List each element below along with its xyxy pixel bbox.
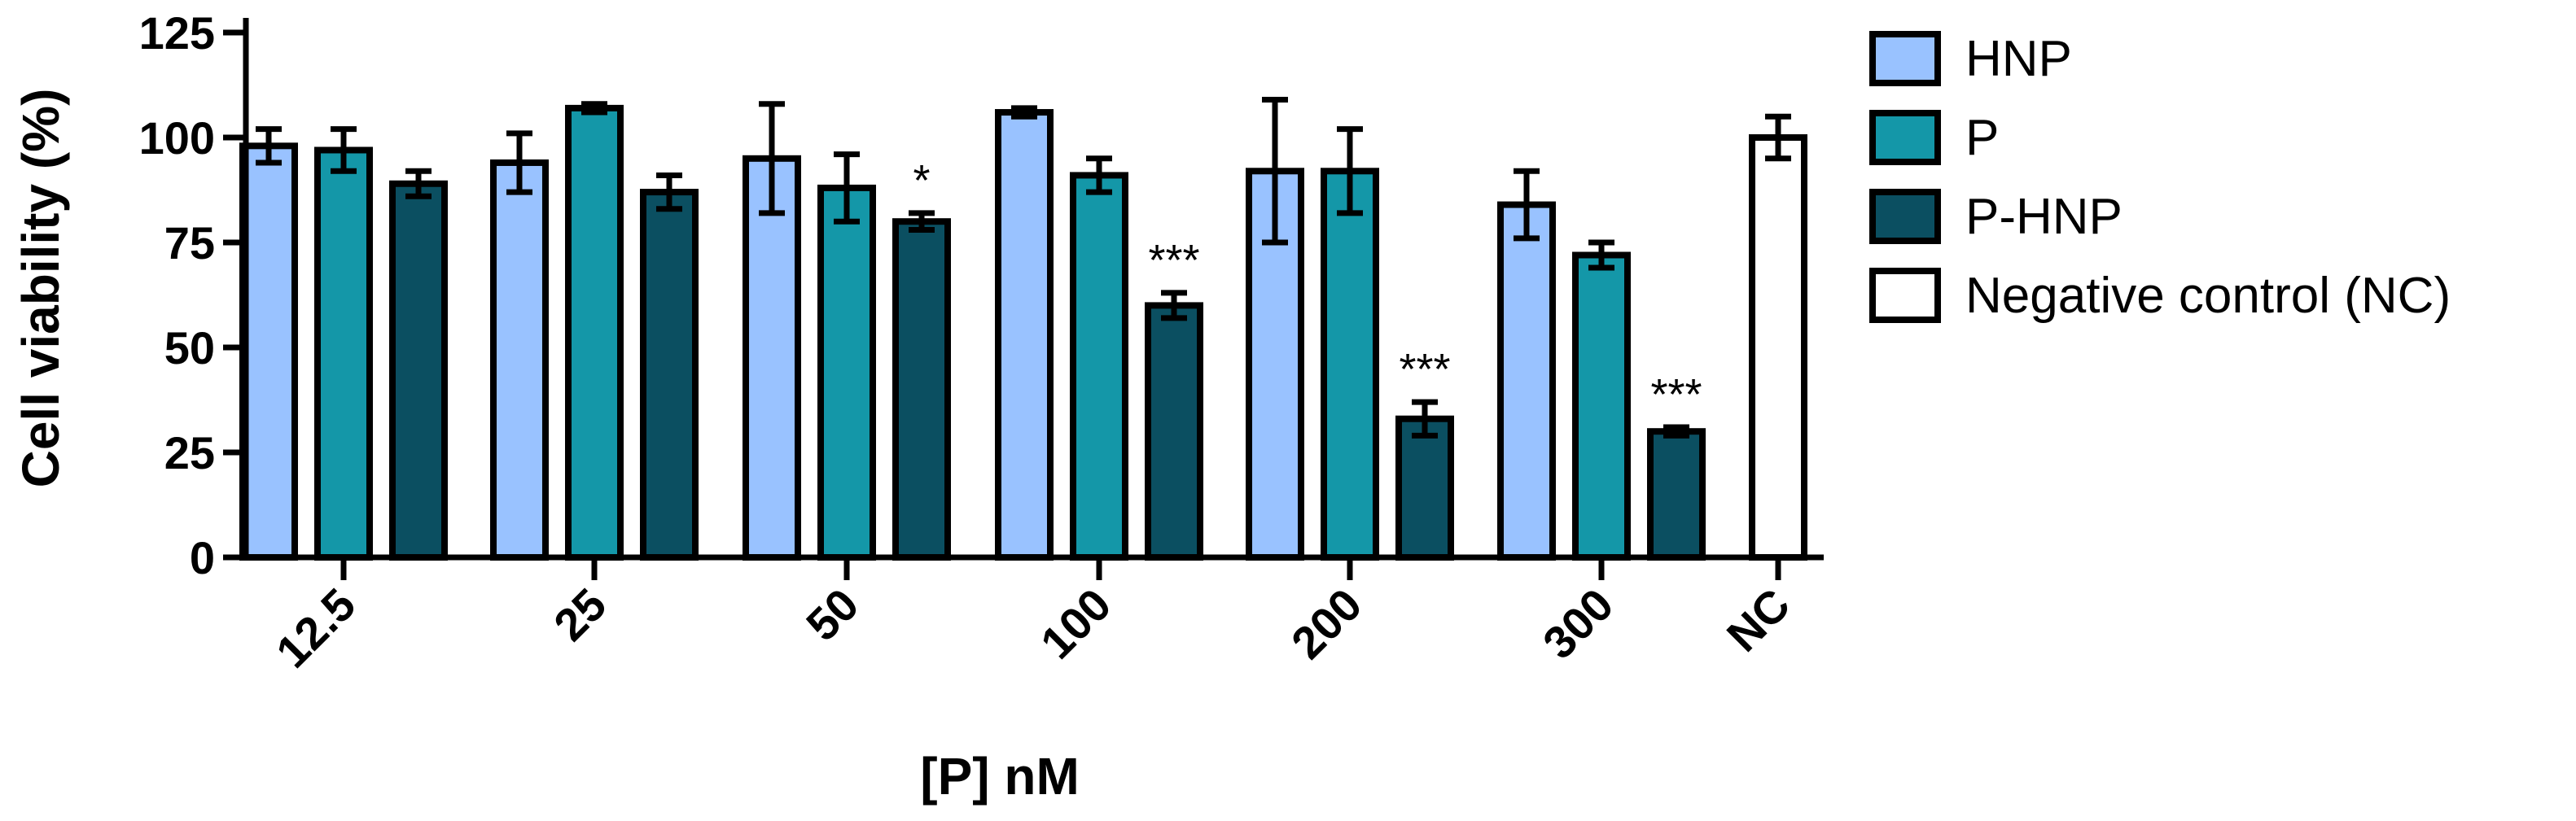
y-tick-label: 0 (190, 532, 215, 583)
significance-label: *** (1650, 370, 1702, 419)
significance-label: *** (1399, 345, 1450, 394)
bar (995, 109, 1054, 561)
legend-swatch (1869, 268, 1941, 323)
bar (817, 184, 876, 561)
bar (389, 180, 448, 561)
y-tick-label: 25 (164, 427, 215, 478)
significance-label: * (913, 156, 930, 205)
x-tick-label: 25 (544, 579, 616, 651)
x-tick-label: NC (1717, 579, 1800, 662)
bar (239, 142, 298, 561)
legend-swatch (1869, 31, 1941, 86)
x-tick-label: 12.5 (266, 579, 366, 678)
legend-swatch (1869, 110, 1941, 165)
legend: HNP P P-HNP Negative control (NC) (1869, 31, 2451, 324)
legend-swatch (1869, 189, 1941, 244)
bar (1395, 415, 1454, 561)
bars-layer: ********** (239, 97, 1807, 561)
y-tick-label: 50 (164, 322, 215, 373)
x-axis-title: [P] nM (920, 747, 1080, 806)
y-tick-label: 75 (164, 217, 215, 269)
bar (1321, 168, 1379, 561)
bar (1749, 134, 1807, 561)
axes-layer (243, 18, 1824, 561)
legend-label: HNP (1965, 31, 2072, 87)
bar (640, 189, 699, 561)
bar (1647, 428, 1706, 561)
significance-label: *** (1148, 236, 1199, 285)
bar (892, 218, 951, 561)
bar (314, 146, 373, 561)
legend-label: Negative control (NC) (1965, 268, 2451, 324)
bar (1145, 302, 1203, 561)
x-tick-label: 50 (796, 579, 869, 651)
bar (1572, 251, 1631, 561)
bar (1497, 201, 1556, 561)
x-tick-label: 200 (1281, 579, 1372, 669)
x-tick-label: 100 (1031, 579, 1121, 669)
legend-label: P-HNP (1965, 189, 2123, 245)
legend-label: P (1965, 110, 1999, 166)
bar (490, 159, 549, 561)
bar (743, 155, 801, 561)
bar (565, 104, 624, 561)
y-tick-label: 100 (139, 112, 215, 164)
y-axis-title: Cell viability (%) (11, 89, 70, 488)
bar (1070, 172, 1128, 561)
x-tick-label: 300 (1533, 579, 1623, 669)
y-tick-label: 125 (139, 7, 215, 59)
